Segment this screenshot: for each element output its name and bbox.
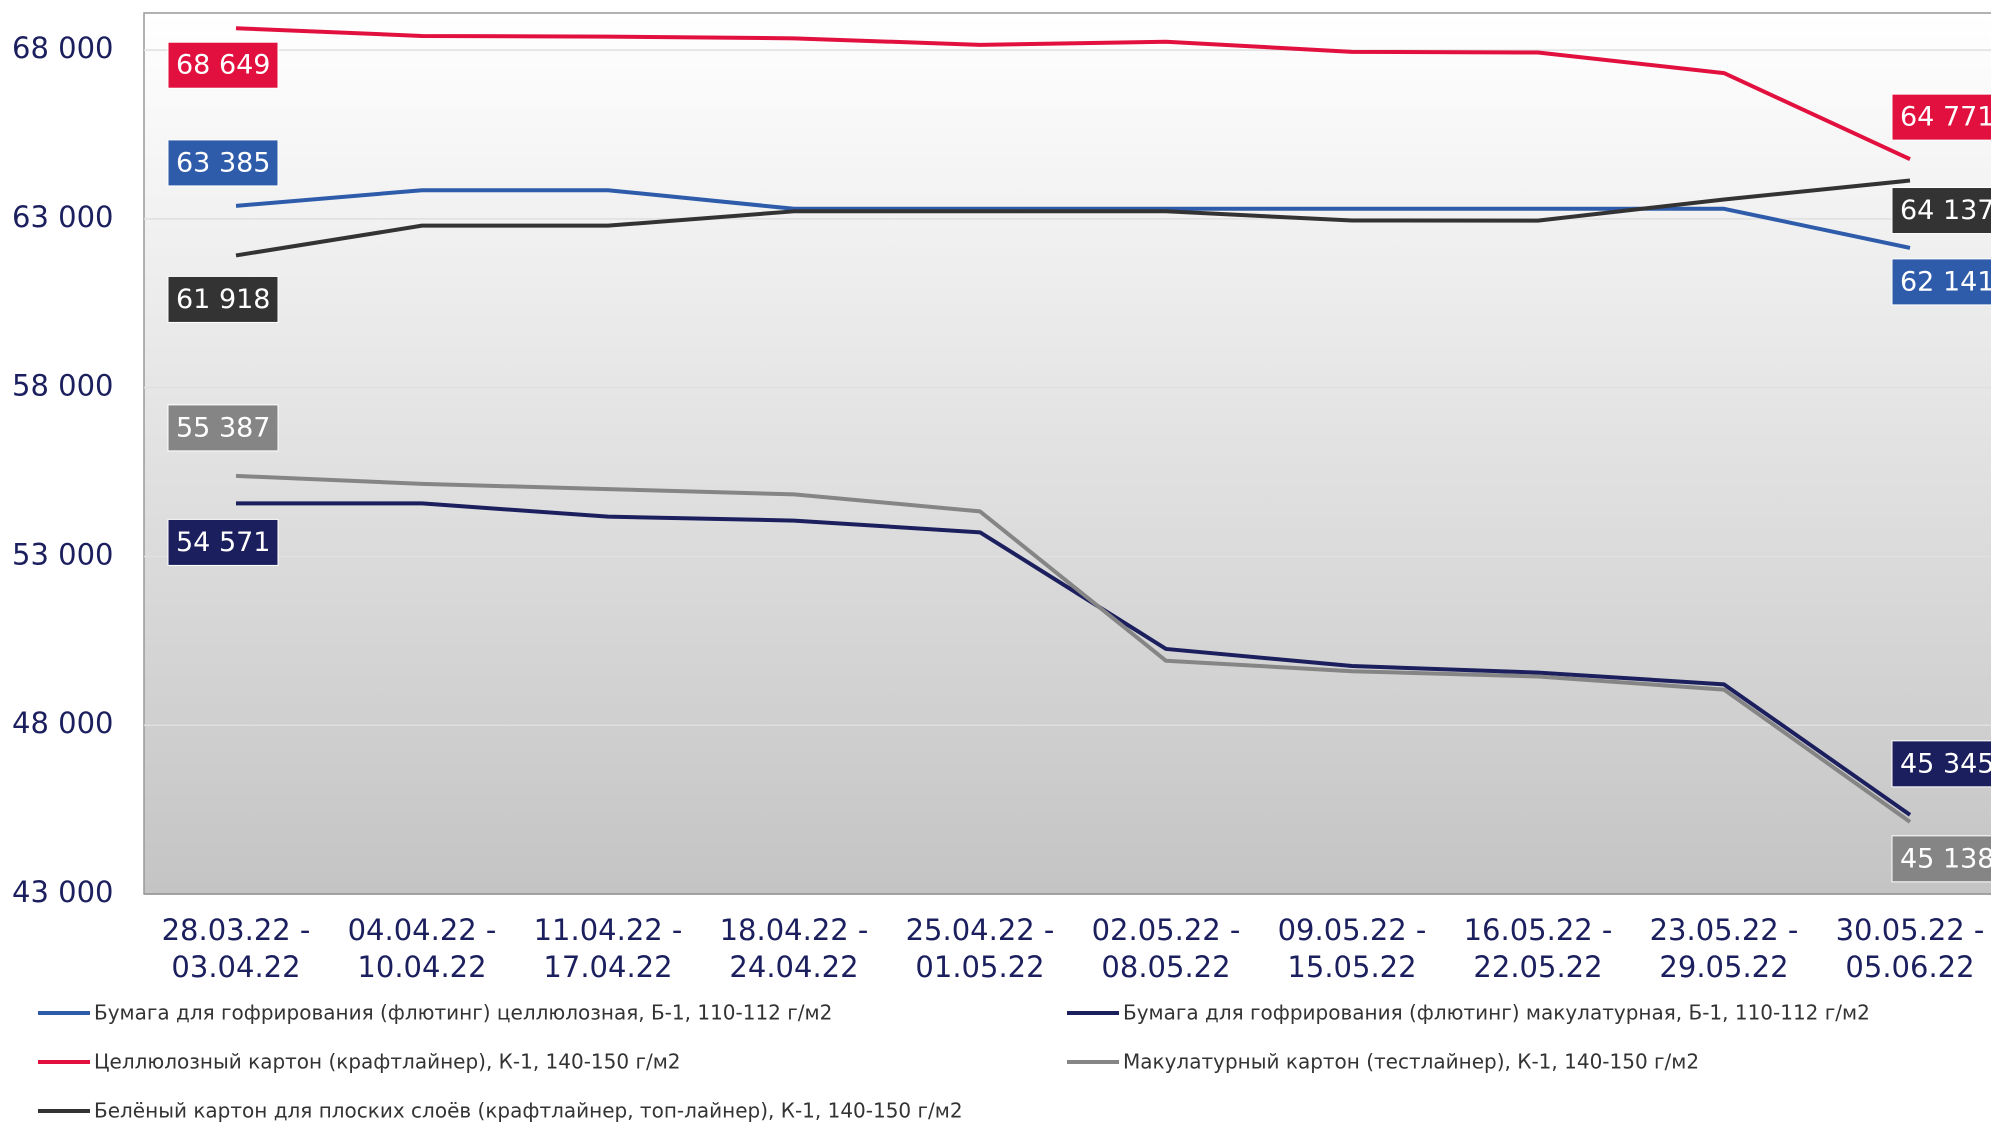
x-tick-label: 17.04.22 — [543, 950, 672, 984]
value-label-box — [167, 41, 279, 89]
value-label-box — [167, 518, 279, 566]
x-tick-label: 30.05.22 - — [1836, 913, 1985, 947]
plot-area — [143, 12, 1991, 895]
value-label: 45 345 — [1900, 748, 1991, 779]
line — [235, 26, 1911, 161]
legend-label: Бумага для гофрирования (флютинг) макула… — [1123, 1001, 1870, 1025]
x-tick-label: 09.05.22 - — [1278, 913, 1427, 947]
x-tick-label: 03.04.22 — [171, 950, 300, 984]
x-tick-label: 24.04.22 — [729, 950, 858, 984]
x-tick-label: 02.05.22 - — [1092, 913, 1241, 947]
value-label: 61 918 — [176, 284, 270, 315]
line — [235, 178, 1911, 258]
value-label-box — [1891, 258, 1991, 306]
x-tick-label: 15.05.22 — [1287, 950, 1416, 984]
value-label: 64 771 — [1900, 102, 1991, 133]
legend-label: Макулатурный картон (тестлайнер), К-1, 1… — [1123, 1050, 1699, 1074]
x-tick-label: 23.05.22 - — [1650, 913, 1799, 947]
x-tick-label: 29.05.22 — [1659, 950, 1788, 984]
value-label: 63 385 — [176, 147, 270, 178]
x-tick-label: 28.03.22 - — [162, 913, 311, 947]
legend-label: Бумага для гофрирования (флютинг) целлюл… — [94, 1001, 832, 1025]
x-tick-label: 01.05.22 — [915, 950, 1044, 984]
y-tick-label: 53 000 — [12, 537, 113, 571]
x-tick-label: 11.04.22 - — [534, 913, 683, 947]
value-label-box — [1891, 93, 1991, 141]
x-tick-label: 05.06.22 — [1845, 950, 1974, 984]
value-label-box — [1891, 187, 1991, 235]
line — [235, 473, 1912, 824]
y-tick-label: 43 000 — [12, 875, 113, 909]
x-tick-label: 04.04.22 - — [348, 913, 497, 947]
legend-label: Белёный картон для плоских слоёв (крафтл… — [94, 1099, 963, 1123]
y-tick-label: 63 000 — [12, 200, 113, 234]
line — [236, 501, 1912, 817]
x-tick-label: 25.04.22 - — [906, 913, 1055, 947]
value-label-box — [167, 404, 279, 452]
value-label: 45 138 — [1900, 843, 1991, 874]
x-tick-label: 16.05.22 - — [1464, 913, 1613, 947]
x-tick-label: 18.04.22 - — [720, 913, 869, 947]
value-label-box — [1891, 835, 1991, 883]
y-tick-label: 58 000 — [12, 369, 113, 403]
value-label: 54 571 — [176, 527, 270, 558]
x-tick-label: 22.05.22 — [1473, 950, 1602, 984]
value-label: 68 649 — [176, 50, 270, 81]
value-label: 64 137 — [1900, 195, 1991, 226]
x-tick-label: 10.04.22 — [357, 950, 486, 984]
value-label-box — [1891, 740, 1991, 788]
value-label: 62 141 — [1900, 266, 1991, 297]
value-label-box — [167, 139, 279, 187]
value-label-box — [167, 275, 279, 323]
legend-label: Целлюлозный картон (крафтлайнер), К-1, 1… — [94, 1050, 681, 1074]
y-tick-label: 68 000 — [12, 31, 113, 65]
y-tick-label: 48 000 — [12, 706, 113, 740]
x-tick-label: 08.05.22 — [1101, 950, 1230, 984]
value-label: 55 387 — [176, 412, 270, 443]
